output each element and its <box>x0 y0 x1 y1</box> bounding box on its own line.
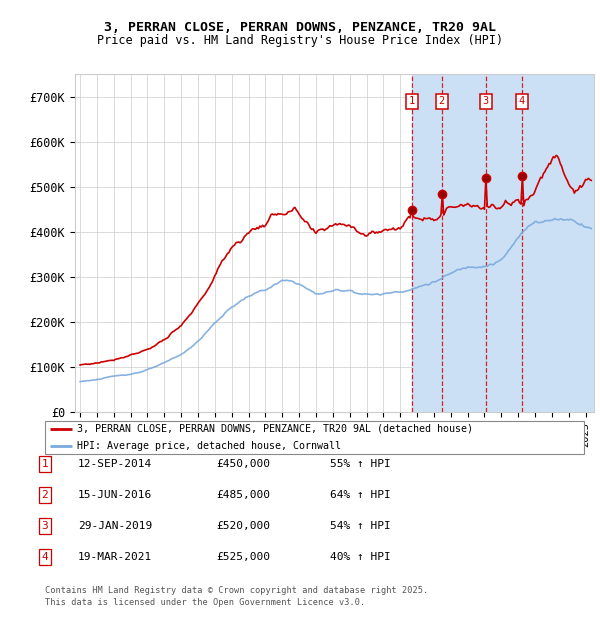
Text: 2: 2 <box>41 490 49 500</box>
Text: 1: 1 <box>409 97 415 107</box>
Text: 3, PERRAN CLOSE, PERRAN DOWNS, PENZANCE, TR20 9AL (detached house): 3, PERRAN CLOSE, PERRAN DOWNS, PENZANCE,… <box>77 423 473 433</box>
Text: HPI: Average price, detached house, Cornwall: HPI: Average price, detached house, Corn… <box>77 441 341 451</box>
Text: 15-JUN-2016: 15-JUN-2016 <box>78 490 152 500</box>
Text: 19-MAR-2021: 19-MAR-2021 <box>78 552 152 562</box>
Text: £485,000: £485,000 <box>216 490 270 500</box>
Text: 4: 4 <box>519 97 525 107</box>
Text: 1: 1 <box>41 459 49 469</box>
FancyBboxPatch shape <box>45 421 584 454</box>
Text: £520,000: £520,000 <box>216 521 270 531</box>
Text: 3: 3 <box>482 97 489 107</box>
Text: Contains HM Land Registry data © Crown copyright and database right 2025.: Contains HM Land Registry data © Crown c… <box>45 587 428 595</box>
Text: £525,000: £525,000 <box>216 552 270 562</box>
Text: This data is licensed under the Open Government Licence v3.0.: This data is licensed under the Open Gov… <box>45 598 365 607</box>
Text: 3, PERRAN CLOSE, PERRAN DOWNS, PENZANCE, TR20 9AL: 3, PERRAN CLOSE, PERRAN DOWNS, PENZANCE,… <box>104 22 496 34</box>
Text: 2: 2 <box>439 97 445 107</box>
Text: 4: 4 <box>41 552 49 562</box>
Text: 40% ↑ HPI: 40% ↑ HPI <box>330 552 391 562</box>
Text: Price paid vs. HM Land Registry's House Price Index (HPI): Price paid vs. HM Land Registry's House … <box>97 35 503 47</box>
Text: 64% ↑ HPI: 64% ↑ HPI <box>330 490 391 500</box>
Bar <box>412 74 594 412</box>
Text: 12-SEP-2014: 12-SEP-2014 <box>78 459 152 469</box>
Text: 54% ↑ HPI: 54% ↑ HPI <box>330 521 391 531</box>
Text: 55% ↑ HPI: 55% ↑ HPI <box>330 459 391 469</box>
Text: £450,000: £450,000 <box>216 459 270 469</box>
Text: 3: 3 <box>41 521 49 531</box>
Text: 29-JAN-2019: 29-JAN-2019 <box>78 521 152 531</box>
